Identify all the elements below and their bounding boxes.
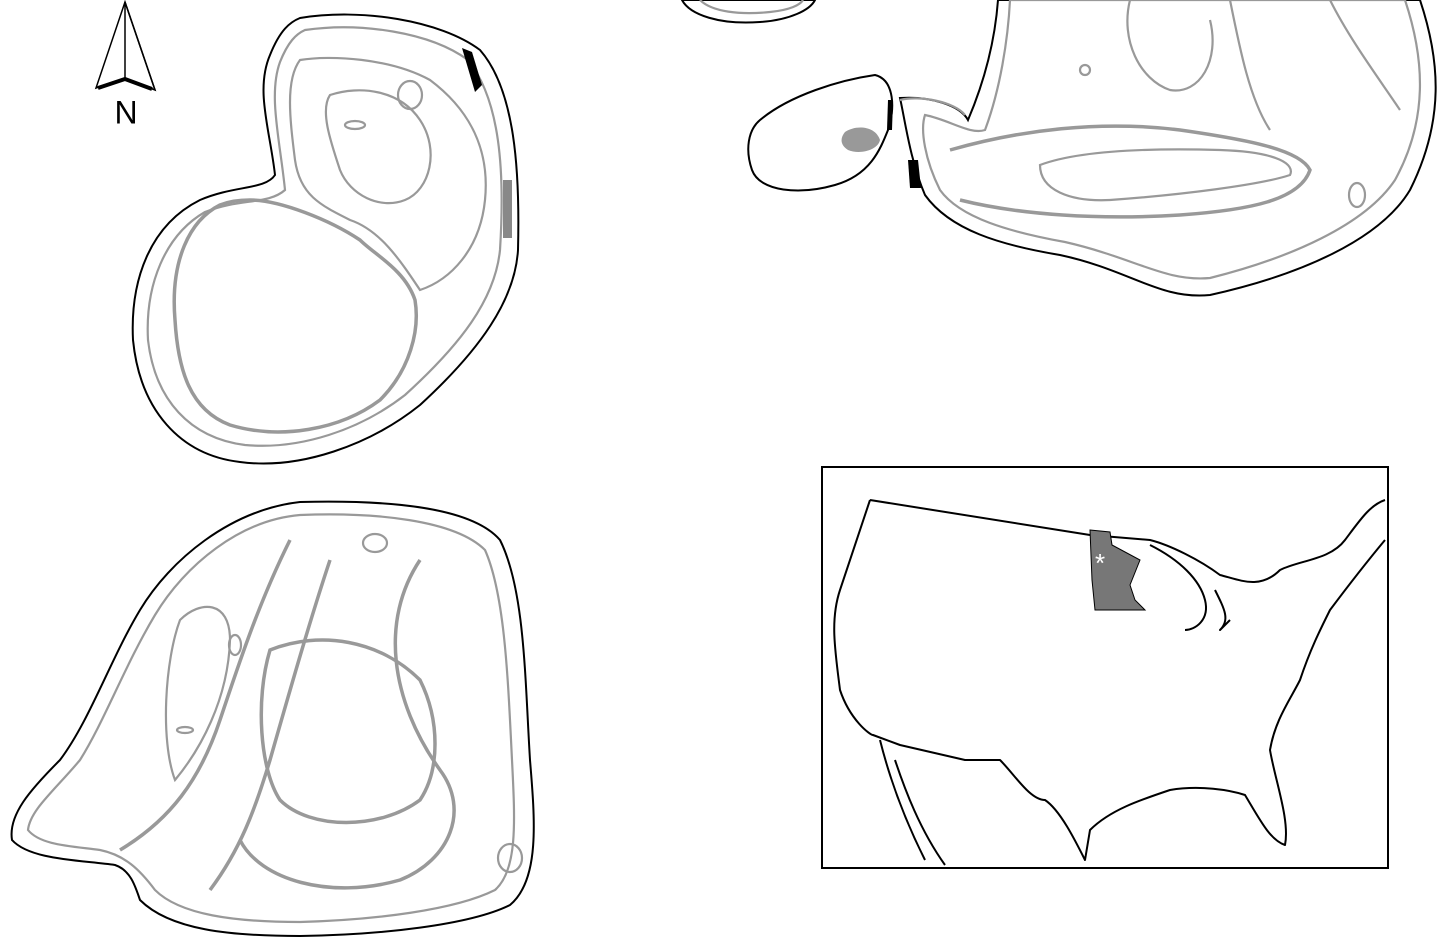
lake-3 [680,0,1437,297]
lake-1 [131,13,520,465]
site-marker: * [1095,548,1105,578]
north-arrow: N [94,0,157,130]
lake-2 [10,500,535,937]
inset-map: * [821,466,1389,869]
north-label: N [114,94,137,130]
